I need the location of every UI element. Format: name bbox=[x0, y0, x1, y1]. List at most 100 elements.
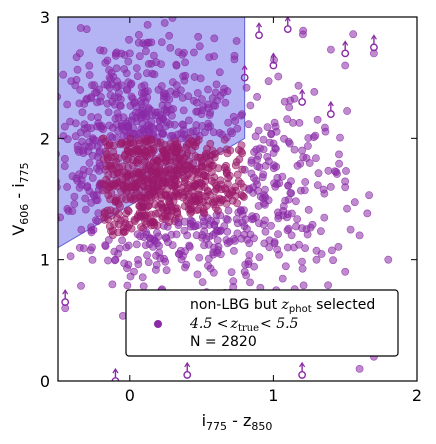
data-point bbox=[112, 194, 121, 202]
legend-marker bbox=[154, 320, 162, 328]
data-point bbox=[312, 255, 321, 264]
data-point bbox=[244, 257, 253, 266]
data-point bbox=[179, 72, 187, 81]
x-tick-label: 0 bbox=[125, 386, 135, 405]
legend-box bbox=[125, 289, 399, 357]
data-point bbox=[182, 151, 191, 160]
data-point bbox=[99, 46, 108, 55]
data-point bbox=[174, 190, 182, 199]
y-axis-ticks: 0 1 2 3 bbox=[40, 8, 417, 391]
data-point bbox=[293, 215, 302, 223]
data-point bbox=[101, 59, 110, 67]
data-point bbox=[172, 60, 181, 69]
data-point bbox=[224, 206, 233, 215]
data-point bbox=[283, 243, 292, 252]
data-point bbox=[107, 153, 116, 162]
data-point bbox=[140, 158, 149, 167]
data-point bbox=[141, 114, 150, 122]
data-point bbox=[287, 189, 296, 197]
y-tick-label: 0 bbox=[40, 372, 50, 391]
data-point bbox=[280, 134, 288, 143]
data-point bbox=[341, 61, 350, 70]
data-point bbox=[264, 77, 273, 86]
data-point bbox=[177, 255, 186, 264]
data-point bbox=[191, 165, 200, 174]
data-point bbox=[309, 133, 318, 141]
data-point bbox=[126, 134, 135, 143]
data-point bbox=[97, 179, 106, 188]
data-point bbox=[335, 150, 343, 159]
data-point bbox=[77, 180, 86, 189]
data-point bbox=[180, 48, 188, 57]
data-point bbox=[51, 111, 58, 118]
data-point bbox=[170, 120, 179, 129]
data-point bbox=[274, 72, 283, 81]
data-point bbox=[192, 121, 201, 129]
data-point bbox=[144, 201, 153, 210]
data-point bbox=[229, 234, 238, 243]
data-point bbox=[161, 211, 170, 219]
data-point bbox=[222, 161, 230, 170]
data-point bbox=[89, 134, 97, 143]
data-point bbox=[152, 58, 161, 67]
upper-limit-marker bbox=[269, 52, 278, 70]
data-point bbox=[164, 238, 172, 247]
data-point bbox=[149, 51, 158, 60]
data-point bbox=[223, 239, 232, 248]
data-point bbox=[319, 185, 328, 194]
data-point bbox=[242, 224, 251, 233]
data-point bbox=[167, 203, 176, 211]
data-point bbox=[106, 75, 115, 84]
data-point bbox=[127, 92, 136, 101]
data-point bbox=[306, 223, 315, 232]
data-point bbox=[259, 170, 268, 179]
data-point bbox=[249, 183, 258, 192]
data-point bbox=[89, 225, 98, 234]
data-point bbox=[120, 259, 129, 268]
data-point bbox=[94, 119, 103, 128]
data-point bbox=[254, 202, 263, 210]
data-point bbox=[122, 209, 131, 218]
data-point bbox=[104, 108, 113, 117]
data-point bbox=[181, 58, 189, 67]
data-point bbox=[253, 162, 262, 171]
data-point bbox=[326, 182, 335, 191]
data-point bbox=[204, 104, 212, 113]
data-point bbox=[58, 93, 61, 101]
data-point bbox=[200, 227, 209, 236]
data-point bbox=[114, 82, 122, 90]
data-point bbox=[104, 256, 112, 265]
data-point bbox=[70, 200, 79, 208]
data-point bbox=[111, 255, 120, 264]
data-point bbox=[70, 192, 79, 201]
data-point bbox=[72, 174, 81, 183]
data-point bbox=[342, 167, 350, 175]
data-point bbox=[59, 70, 68, 79]
data-point bbox=[114, 209, 123, 218]
data-point bbox=[287, 177, 295, 185]
data-point bbox=[144, 258, 153, 267]
data-point bbox=[85, 61, 94, 70]
upper-limit-marker bbox=[240, 64, 249, 82]
data-point bbox=[58, 183, 61, 192]
data-point bbox=[160, 105, 169, 114]
data-point bbox=[324, 281, 332, 290]
data-point bbox=[194, 32, 203, 41]
data-point bbox=[123, 85, 132, 94]
data-point bbox=[273, 245, 282, 254]
data-point bbox=[279, 206, 288, 215]
data-point bbox=[219, 88, 228, 97]
data-point bbox=[88, 255, 97, 264]
data-point bbox=[290, 145, 299, 154]
data-point bbox=[259, 194, 267, 202]
data-point bbox=[130, 217, 139, 226]
data-point bbox=[238, 165, 247, 174]
data-point bbox=[130, 98, 139, 107]
data-point bbox=[324, 166, 333, 175]
data-point bbox=[336, 133, 344, 142]
data-point bbox=[73, 65, 82, 74]
data-point bbox=[60, 162, 69, 170]
data-point bbox=[187, 172, 196, 181]
y-axis-title: V606 - i775 bbox=[9, 162, 31, 235]
